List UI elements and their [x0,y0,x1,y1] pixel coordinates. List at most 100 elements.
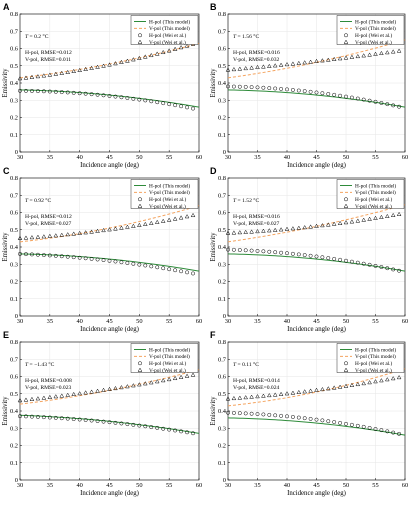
marker-v-pol-wei [23,235,29,240]
temperature-annotation: T = −1.43 °C [25,361,55,368]
marker-h-pol-wei [397,268,402,273]
marker-v-pol-wei [89,389,94,394]
x-tick-label: 60 [402,318,408,325]
x-tick-label: 35 [254,318,260,325]
marker-v-pol-wei [290,390,296,395]
marker-v-pol-wei [278,227,284,232]
marker-h-pol-wei [349,259,354,264]
marker-h-pol-wei [344,421,348,426]
x-axis-label: Incidence angle (deg) [287,326,346,333]
marker-v-pol-wei [343,383,349,388]
marker-v-pol-wei [249,229,254,234]
series-line-v-pol-model [19,42,200,79]
marker-v-pol-wei [331,221,337,226]
marker-h-pol-wei [273,250,278,255]
marker-h-pol-wei [332,256,337,261]
temperature-annotation: T = 0.11 °C [233,361,259,368]
marker-h-pol-wei [107,258,112,263]
marker-h-pol-wei [131,261,136,266]
y-tick-label: 0.1 [218,296,226,303]
x-tick-label: 45 [313,318,319,325]
x-axis-label: Incidence angle (deg) [287,162,346,169]
y-axis-label: Emissivity [210,232,217,262]
legend-label: H-pol (This model) [149,182,190,189]
y-tick-label: 0.2 [10,443,18,450]
y-axis-label: Emissivity [2,396,9,426]
marker-v-pol-wei [119,225,124,230]
marker-h-pol-wei [237,84,242,89]
legend-swatch-circle [138,197,142,202]
marker-h-pol-wei [243,411,248,416]
marker-v-pol-wei [231,395,237,401]
marker-v-pol-wei [113,226,118,231]
marker-v-pol-wei [83,230,88,235]
x-tick-label: 30 [225,154,231,161]
x-tick-label: 40 [76,482,82,489]
x-tick-label: 45 [106,482,112,489]
marker-h-pol-wei [18,251,22,256]
marker-v-pol-wei [379,214,384,219]
legend-label: H-pol (This model) [355,346,396,353]
marker-v-pol-wei [178,374,184,379]
marker-h-pol-wei [107,93,112,98]
series-line-v-pol-model [227,39,406,79]
panel-label: D [210,166,217,176]
panel-label: F [210,330,216,340]
marker-v-pol-wei [35,234,41,239]
y-tick-label: 0.2 [10,279,18,286]
marker-h-pol-wei [349,95,354,100]
marker-h-pol-wei [77,255,82,260]
legend-box [336,179,405,209]
legend-label: H-pol (Wei et al.) [149,196,186,203]
marker-h-pol-wei [397,431,402,436]
marker-v-pol-wei [225,67,231,72]
y-tick-label: 0.6 [10,374,18,381]
marker-h-pol-wei [59,254,64,259]
marker-h-pol-wei [320,418,325,423]
legend-label: V-pol (This model) [355,189,396,196]
legend-box [130,179,199,209]
marker-v-pol-wei [296,60,302,65]
legend-label: H-pol (Wei et al.) [355,360,392,367]
marker-h-pol-wei [344,258,348,263]
y-tick-label: 0.8 [10,11,18,18]
marker-v-pol-wei [349,382,355,387]
y-tick-label: 0.7 [10,356,19,363]
marker-v-pol-wei [35,396,41,401]
legend-swatch-triangle [137,39,143,44]
temperature-annotation: T = 0.2 °C [25,33,49,40]
marker-v-pol-wei [278,391,284,396]
marker-v-pol-wei [266,228,272,233]
marker-h-pol-wei [185,430,190,435]
marker-h-pol-wei [113,259,118,264]
y-tick-label: 0.6 [10,46,18,53]
marker-h-pol-wei [89,92,94,97]
marker-h-pol-wei [290,87,295,92]
marker-v-pol-wei [266,63,272,68]
marker-h-pol-wei [167,427,172,432]
marker-h-pol-wei [89,418,94,423]
marker-v-pol-wei [131,383,136,388]
marker-h-pol-wei [338,257,343,262]
marker-v-pol-wei [284,61,290,67]
marker-h-pol-wei [267,86,272,91]
legend-label: V-pol (This model) [355,25,396,32]
marker-v-pol-wei [266,392,272,398]
legend-label: H-pol (This model) [149,18,190,25]
marker-h-pol-wei [397,104,402,109]
y-tick-label: 0.7 [218,356,227,363]
marker-v-pol-wei [65,69,71,74]
rmse-v-annotation: V-pol, RMSE=0.027 [233,221,280,227]
marker-h-pol-wei [185,270,190,275]
marker-h-pol-wei [355,96,360,101]
marker-v-pol-wei [278,62,284,67]
marker-h-pol-wei [290,414,295,419]
legend-swatch-triangle [343,203,349,208]
marker-v-pol-wei [325,386,331,391]
y-tick-label: 0.8 [218,175,226,182]
x-tick-label: 50 [136,318,142,325]
marker-v-pol-wei [142,381,148,386]
marker-h-pol-wei [149,264,154,269]
marker-v-pol-wei [243,395,249,400]
marker-v-pol-wei [237,66,243,71]
